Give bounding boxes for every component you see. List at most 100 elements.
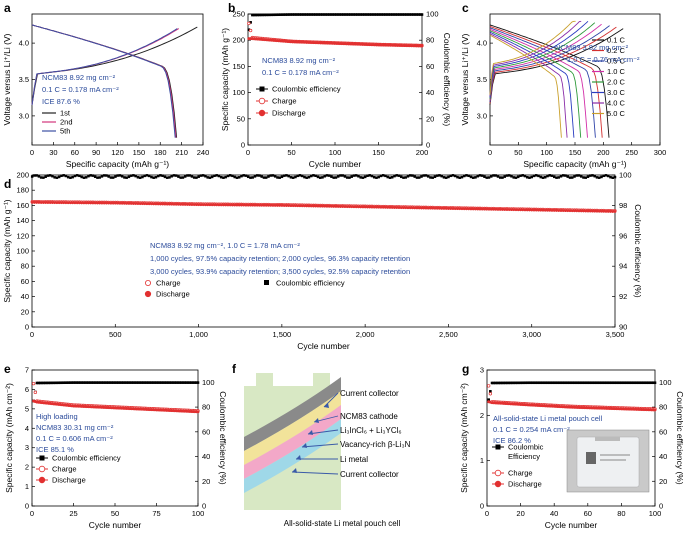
ce-point — [490, 381, 494, 385]
ce-point — [190, 175, 194, 178]
ce-point — [112, 381, 115, 384]
ce-point — [265, 13, 268, 17]
ce-point — [242, 174, 245, 177]
ce-point — [219, 175, 223, 179]
ce-point — [176, 381, 180, 384]
ce-point — [92, 381, 95, 384]
pouch-tab — [256, 373, 273, 387]
ce-point — [385, 13, 389, 16]
ce-point — [289, 13, 293, 16]
ce-point — [345, 176, 349, 179]
ce-point — [310, 13, 314, 16]
ce-point — [264, 176, 268, 179]
ce-point — [191, 381, 195, 384]
annotation: NCM83 8.92 mg cm⁻² — [42, 73, 116, 82]
charge-point — [247, 21, 251, 26]
ce-point — [300, 13, 303, 16]
legend-label-0.1 C: 0.1 C — [607, 36, 626, 45]
legend-label-ce: Efficiency — [508, 452, 540, 461]
ce-point — [181, 176, 185, 179]
ce-point — [186, 174, 189, 177]
ce-point — [280, 175, 284, 179]
ce-point — [298, 13, 301, 16]
ce-point — [390, 13, 394, 16]
ce-point — [213, 174, 216, 178]
x-tick-label-g: 80 — [617, 509, 625, 518]
ce-point — [78, 174, 81, 178]
ce-point — [60, 174, 63, 178]
ce-point — [48, 381, 52, 385]
legend-marker-Discharge — [494, 480, 502, 488]
ce-point — [100, 381, 104, 384]
charge-curve-0.1 C — [489, 28, 624, 106]
ce-point — [183, 381, 187, 384]
ce-point — [98, 381, 102, 384]
annotation: High loading — [36, 412, 78, 421]
ce-point — [263, 13, 266, 17]
ce-point — [343, 175, 347, 178]
panel-label-c: c — [462, 1, 469, 15]
x-tick-label-e: 75 — [152, 509, 160, 518]
ce-point — [73, 381, 77, 384]
ce-point — [269, 174, 272, 177]
ce-point — [312, 174, 315, 177]
ce-point — [354, 13, 357, 16]
ce-point — [625, 381, 628, 385]
legend-marker-ce — [495, 444, 501, 450]
y2-tick-label-d: 94 — [619, 262, 627, 271]
ce-point — [420, 175, 423, 178]
ce-point — [181, 381, 185, 384]
y-axis-label-b: Specific capacity (mAh g⁻¹) — [220, 28, 230, 131]
ce-point — [496, 175, 500, 178]
ce-point — [449, 174, 452, 178]
ce-point — [546, 174, 549, 178]
ce-point — [254, 13, 258, 17]
ce-point — [73, 174, 77, 178]
ce-point — [503, 175, 506, 178]
ce-point — [551, 381, 554, 385]
y2-tick-label-g: 0 — [659, 502, 663, 511]
y2-axis-label-b: Coulombic efficiency (%) — [442, 33, 452, 127]
ce-point — [98, 176, 101, 179]
ce-point — [504, 381, 507, 385]
panel-b: b0 50 100 150 200050100150200250020406080100… — [220, 1, 452, 169]
ce-point — [417, 176, 421, 179]
diagram-label: Current collector — [340, 389, 399, 398]
ce-point — [396, 13, 399, 16]
diagram-arrow — [307, 429, 339, 435]
charge-curve-5th — [31, 28, 178, 106]
ce-point — [615, 381, 618, 385]
ce-point — [50, 381, 54, 385]
ce-point — [210, 175, 214, 179]
ce-point — [380, 13, 384, 16]
ce-point — [573, 381, 576, 385]
legend-label-3.0 C: 3.0 C — [607, 88, 626, 97]
ce-point — [411, 174, 414, 177]
x-tick-label-g: 40 — [550, 509, 558, 518]
ce-point — [301, 13, 305, 16]
ce-point — [359, 13, 363, 16]
ce-point — [386, 175, 389, 179]
ce-point — [537, 381, 541, 385]
ce-point — [166, 381, 170, 384]
ce-point — [591, 174, 594, 177]
y-tick-label-e: 5 — [25, 404, 29, 413]
ce-point — [476, 174, 479, 178]
annotation: NCM83 3.82 mg cm⁻² — [555, 43, 629, 52]
y-tick-label-e: 0 — [25, 502, 29, 511]
ce-point — [638, 381, 642, 385]
x-tick-label-e: 100 — [192, 509, 205, 518]
ce-point — [130, 381, 133, 384]
ce-point — [154, 175, 158, 179]
ce-point — [584, 176, 587, 179]
ce-point — [165, 381, 168, 384]
ce-point — [85, 381, 89, 384]
ce-point — [163, 175, 167, 179]
ce-point — [224, 175, 227, 179]
ce-point — [568, 176, 572, 179]
ce-point — [646, 381, 650, 385]
ce-point — [39, 381, 42, 385]
ce-point — [300, 174, 304, 178]
x-axis-label-c: Specific capacity (mAh g⁻¹) — [523, 159, 626, 169]
x-tick-label-g: 20 — [516, 509, 524, 518]
